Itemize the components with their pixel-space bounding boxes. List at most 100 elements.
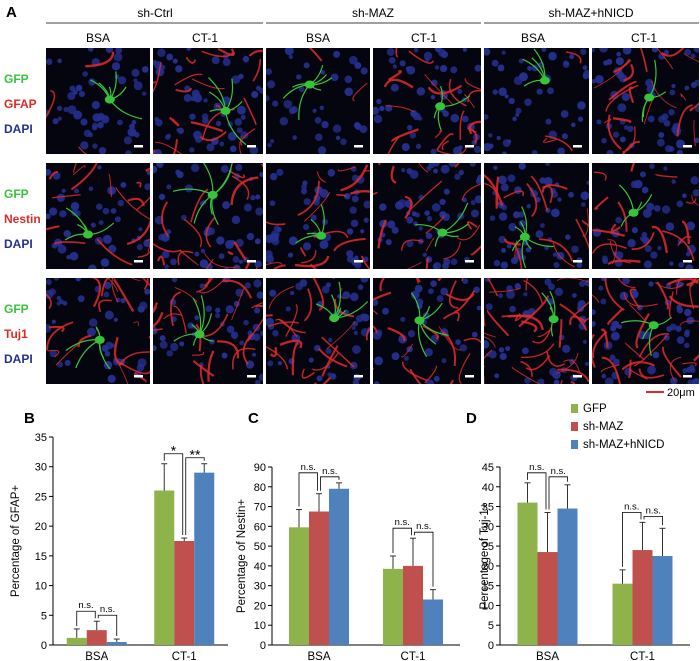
dapi-nucleus — [422, 252, 427, 257]
dapi-nucleus — [344, 87, 354, 97]
dapi-nucleus — [387, 220, 396, 229]
stain-fiber — [484, 332, 497, 338]
stain-fiber — [278, 318, 306, 334]
dapi-nucleus — [88, 186, 94, 192]
dapi-nucleus — [98, 220, 104, 226]
dapi-nucleus — [450, 113, 460, 123]
dapi-nucleus — [676, 336, 685, 344]
stain-fiber — [685, 198, 697, 204]
dapi-nucleus — [249, 145, 259, 154]
stain-fiber — [207, 350, 215, 382]
dapi-nucleus — [616, 51, 621, 57]
dapi-nucleus — [647, 115, 655, 123]
dapi-nucleus — [252, 352, 257, 357]
dapi-nucleus — [592, 321, 596, 328]
stain-fiber — [46, 346, 47, 348]
y-tick-label: 25 — [35, 491, 47, 503]
gfp-process — [433, 105, 441, 119]
significance-label: ** — [190, 447, 201, 463]
dapi-nucleus — [582, 65, 588, 71]
cond-header-ct1-3: CT-1 — [631, 31, 657, 45]
dapi-nucleus — [430, 94, 436, 100]
gfp-process — [224, 110, 247, 146]
stain-fiber — [466, 221, 478, 230]
y-tick-label: 45 — [482, 462, 494, 474]
dapi-nucleus — [172, 58, 178, 64]
stain-fiber — [400, 343, 414, 358]
dapi-nucleus — [83, 129, 92, 138]
stain-fiber — [607, 259, 641, 266]
stain-fiber — [379, 278, 386, 292]
stain-fiber — [633, 335, 668, 367]
micrograph-tile — [153, 278, 263, 384]
dapi-nucleus — [400, 316, 406, 322]
stain-fiber — [266, 262, 283, 266]
dapi-nucleus — [376, 98, 382, 105]
dapi-nucleus — [276, 168, 284, 176]
dapi-nucleus — [246, 232, 255, 241]
dapi-nucleus — [146, 170, 150, 176]
dapi-nucleus — [501, 50, 506, 55]
gfp-process — [653, 316, 672, 326]
stain-fiber — [581, 220, 589, 227]
stain-fiber — [297, 180, 320, 217]
gfp-process — [330, 294, 336, 319]
stain-fiber — [303, 288, 313, 322]
dapi-nucleus — [504, 94, 509, 99]
dapi-nucleus — [391, 226, 399, 234]
significance-bracket — [163, 453, 184, 536]
dapi-nucleus — [166, 184, 172, 190]
stain-fiber — [608, 80, 637, 101]
dapi-nucleus — [184, 184, 194, 193]
y-tick-label: 0 — [41, 640, 47, 652]
dapi-nucleus — [82, 71, 88, 77]
dapi-nucleus — [231, 332, 237, 338]
stain-fiber — [172, 139, 179, 154]
legend: GFP sh-MAZ sh-MAZ+hNICD — [571, 403, 664, 451]
gfp-cell — [522, 48, 550, 87]
stain-fiber — [607, 308, 624, 325]
stain-fiber — [373, 191, 378, 196]
dapi-nucleus — [651, 48, 659, 53]
dapi-nucleus — [108, 244, 117, 253]
stain-fiber — [174, 73, 203, 86]
dapi-nucleus — [661, 205, 671, 214]
stain-fiber — [569, 315, 586, 326]
bar — [106, 642, 127, 645]
dapi-nucleus — [412, 112, 421, 121]
dapi-nucleus — [327, 372, 333, 378]
stain-fiber — [46, 90, 56, 119]
dapi-nucleus — [544, 278, 552, 286]
cond-header-bsa-1: BSA — [86, 31, 110, 45]
dapi-nucleus — [442, 110, 449, 117]
stain-fiber — [607, 114, 622, 150]
dapi-nucleus — [462, 197, 467, 203]
dapi-nucleus — [225, 305, 234, 314]
dapi-nucleus — [91, 100, 100, 110]
stain-fiber — [443, 311, 460, 322]
dapi-nucleus — [321, 285, 330, 294]
gfp-process — [192, 333, 200, 346]
stain-fiber — [390, 165, 397, 184]
micrograph-tile — [592, 48, 699, 154]
gfp-process — [649, 91, 667, 99]
significance-bracket — [76, 610, 96, 626]
stain-fiber — [436, 145, 468, 154]
dapi-nucleus — [428, 288, 434, 295]
dapi-nucleus — [669, 261, 674, 266]
stain-fiber — [425, 237, 435, 252]
dapi-nucleus — [668, 109, 675, 116]
stain-fiber — [484, 182, 499, 205]
gfp-process — [87, 222, 115, 236]
dapi-nucleus — [250, 195, 256, 201]
dapi-nucleus — [678, 262, 685, 268]
stain-fiber — [424, 365, 438, 384]
dapi-nucleus — [615, 216, 622, 224]
dapi-nucleus — [332, 124, 342, 133]
stain-fiber — [308, 48, 323, 62]
dapi-nucleus — [512, 116, 517, 122]
dapi-nucleus — [675, 325, 682, 332]
dapi-nucleus — [192, 130, 202, 140]
bar — [86, 630, 107, 645]
bar — [383, 568, 403, 645]
